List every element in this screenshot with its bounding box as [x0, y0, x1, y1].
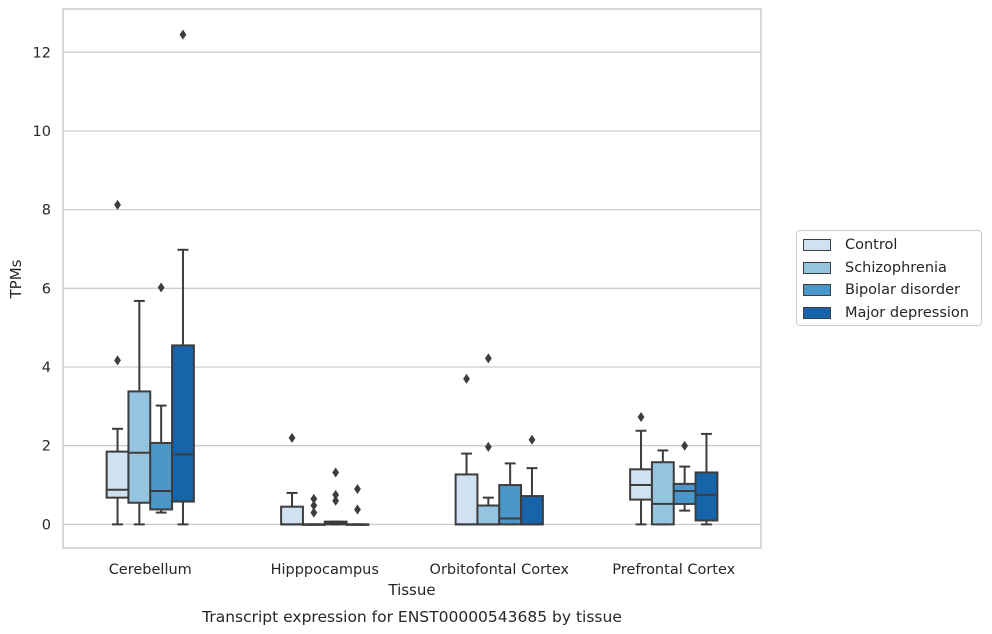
- box-3-0: [171, 344, 195, 503]
- y-tick-label-0: 0: [42, 517, 51, 533]
- legend-item-major-depression: Major depression: [803, 304, 969, 322]
- legend-swatch-bipolar-disorder: [803, 284, 831, 296]
- box-1-2: [476, 504, 501, 526]
- outlier-box-2-3-0: [681, 440, 689, 451]
- y-tick-label-8: 8: [42, 203, 51, 219]
- y-tick-label-4: 4: [42, 360, 51, 376]
- legend-label-major-depression: Major depression: [845, 305, 969, 321]
- outlier-box-3-1-1: [354, 483, 361, 494]
- y-tick-label-2: 2: [42, 439, 51, 455]
- y-tick-label-6: 6: [42, 281, 51, 297]
- legend-item-bipolar-disorder: Bipolar disorder: [803, 281, 960, 299]
- box-0-2: [454, 473, 479, 526]
- legend: Control Schizophrenia Bipolar disorder M…: [796, 230, 982, 326]
- y-tick-labels: 0 2 4 6 8 10 12: [33, 45, 51, 533]
- outlier-box-2-1-1: [332, 489, 340, 500]
- legend-label-schizophrenia: Schizophrenia: [845, 260, 947, 276]
- outlier-box-1-1-2: [310, 493, 318, 504]
- outlier-box-1-2-0: [484, 441, 492, 452]
- outlier-box-0-0-0: [114, 355, 121, 366]
- outlier-box-0-1-0: [288, 432, 296, 443]
- legend-item-schizophrenia: Schizophrenia: [803, 259, 947, 277]
- legend-label-bipolar-disorder: Bipolar disorder: [845, 282, 960, 298]
- outlier-box-1-1-0: [310, 507, 318, 518]
- chart-caption: Transcript expression for ENST0000054368…: [201, 608, 622, 626]
- outlier-box-1-1-1: [310, 500, 318, 511]
- outlier-box-2-1-0: [332, 495, 340, 506]
- outlier-box-0-2-0: [463, 373, 470, 384]
- y-axis-title: TPMs: [7, 259, 25, 299]
- outlier-box-0-0-1: [114, 199, 121, 210]
- box-3-3: [694, 471, 719, 522]
- outlier-box-1-2-1: [484, 353, 492, 364]
- x-tick-label-3: Prefrontal Cortex: [612, 562, 735, 578]
- box-0-1: [280, 505, 304, 526]
- box-2-0: [149, 441, 174, 511]
- legend-swatch-schizophrenia: [803, 262, 831, 274]
- legend-swatch-major-depression: [803, 307, 831, 319]
- x-tick-label-1: Hipppocampus: [271, 562, 379, 578]
- outlier-box-2-0-0: [157, 282, 165, 293]
- outlier-box-3-2-0: [528, 434, 536, 445]
- outlier-box-2-1-2: [332, 467, 340, 478]
- legend-swatch-control: [803, 239, 831, 251]
- box-2-3: [672, 482, 697, 505]
- box-1-3: [650, 461, 675, 526]
- plot-frame: [62, 8, 762, 549]
- x-tick-label-0: Cerebellum: [109, 562, 192, 578]
- x-tick-labels: Cerebellum Hipppocampus Orbitofontal Corte…: [109, 562, 736, 578]
- y-tick-label-12: 12: [33, 45, 51, 61]
- box-1-0: [127, 390, 152, 504]
- legend-label-control: Control: [845, 237, 898, 253]
- box-plot-marks: [105, 29, 719, 526]
- x-tick-label-2: Orbitofontal Cortex: [430, 562, 570, 578]
- x-axis-title: Tissue: [387, 581, 435, 599]
- y-tick-label-10: 10: [33, 124, 51, 140]
- legend-item-control: Control: [803, 236, 897, 254]
- outlier-box-3-0-0: [179, 29, 187, 40]
- box-3-2: [520, 495, 544, 526]
- outlier-box-3-1-0: [354, 504, 361, 515]
- outlier-box-0-3-0: [637, 411, 645, 422]
